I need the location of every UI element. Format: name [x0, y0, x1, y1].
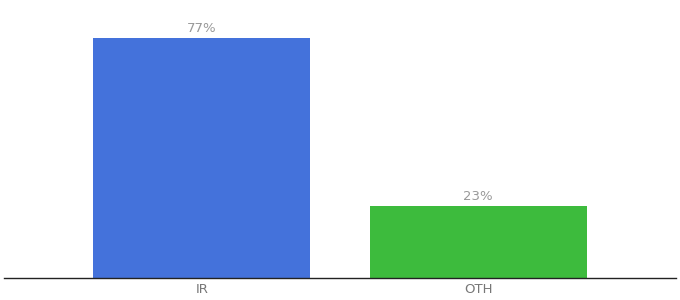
Bar	[370, 206, 587, 278]
Text: 23%: 23%	[464, 190, 493, 203]
Bar	[93, 38, 310, 278]
Text: 77%: 77%	[187, 22, 216, 35]
